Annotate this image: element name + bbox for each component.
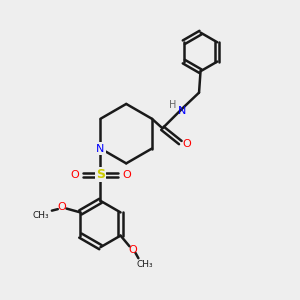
Text: S: S xyxy=(96,168,105,181)
Text: O: O xyxy=(122,170,131,180)
Text: N: N xyxy=(96,143,105,154)
Text: H: H xyxy=(169,100,177,110)
Text: CH₃: CH₃ xyxy=(33,212,50,220)
Text: N: N xyxy=(178,106,187,116)
Text: CH₃: CH₃ xyxy=(136,260,153,268)
Text: O: O xyxy=(128,245,137,255)
Text: O: O xyxy=(70,170,79,180)
Text: O: O xyxy=(57,202,66,212)
Text: O: O xyxy=(182,139,190,149)
